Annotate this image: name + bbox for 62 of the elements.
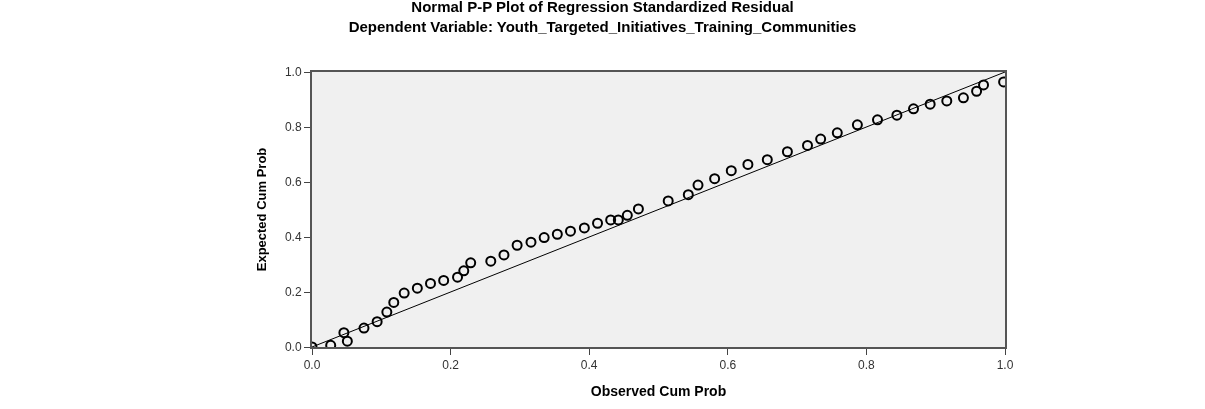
point xyxy=(662,195,674,207)
point xyxy=(398,287,410,299)
point xyxy=(802,139,813,151)
point xyxy=(438,274,450,286)
point xyxy=(632,203,644,215)
chart-subtitle: Dependent Variable: Youth_Targeted_Initiatives_Training_Communities xyxy=(348,17,857,35)
y-tick-label: 0.2 xyxy=(284,285,302,300)
point xyxy=(371,316,383,328)
y-axis-title: Expected Cum Prob xyxy=(254,147,270,272)
point xyxy=(781,146,793,158)
point xyxy=(871,114,883,126)
x-tick-label: 0.8 xyxy=(858,358,876,373)
point xyxy=(709,173,721,185)
point xyxy=(924,98,936,110)
point xyxy=(725,165,737,177)
point xyxy=(338,327,350,339)
point xyxy=(761,154,773,166)
point xyxy=(425,277,436,289)
point xyxy=(908,103,920,115)
y-tick-label: 0.8 xyxy=(284,120,302,135)
point xyxy=(411,282,423,294)
point xyxy=(605,214,617,226)
point xyxy=(458,265,470,277)
point xyxy=(341,335,353,347)
x-tick-label: 1.0 xyxy=(996,358,1014,373)
point xyxy=(851,119,863,131)
point xyxy=(538,232,550,244)
point xyxy=(551,228,563,240)
point xyxy=(564,225,576,237)
point xyxy=(692,179,704,191)
point xyxy=(511,239,523,251)
x-tick-label: 0.0 xyxy=(303,358,321,373)
point xyxy=(485,255,497,267)
point xyxy=(621,209,633,221)
point xyxy=(498,249,510,261)
point xyxy=(941,95,953,107)
point xyxy=(578,222,590,234)
y-tick-label: 0.4 xyxy=(284,230,302,245)
point xyxy=(831,127,843,139)
point xyxy=(358,322,370,334)
y-tick-label: 0.6 xyxy=(284,175,302,190)
x-tick-label: 0.2 xyxy=(442,358,460,373)
y-tick-label: 1.0 xyxy=(284,65,302,80)
point xyxy=(742,158,754,170)
point xyxy=(452,271,464,283)
point xyxy=(891,109,903,121)
point xyxy=(388,296,400,308)
point xyxy=(592,217,604,229)
y-tick-label: 0.0 xyxy=(284,340,302,355)
point xyxy=(978,79,990,91)
point xyxy=(612,214,624,226)
chart-title: Normal P-P Plot of Regression Standardized Residual xyxy=(411,0,794,16)
point xyxy=(381,306,393,318)
point xyxy=(957,92,969,104)
point xyxy=(815,133,827,145)
x-axis-title: Observed Cum Prob xyxy=(590,383,727,400)
point xyxy=(465,257,477,269)
x-tick-label: 0.4 xyxy=(580,358,598,373)
x-tick-label: 0.6 xyxy=(719,358,737,373)
point xyxy=(682,189,694,201)
point xyxy=(971,85,983,97)
point xyxy=(525,236,537,248)
